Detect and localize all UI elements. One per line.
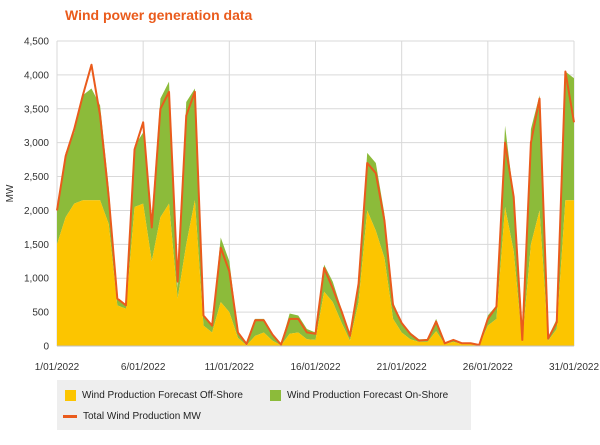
series-line — [56, 63, 575, 346]
legend-label-offshore: Wind Production Forecast Off-Shore — [82, 390, 243, 401]
legend-swatch-onshore — [270, 390, 281, 401]
y-tick-label: 3,000 — [24, 138, 49, 149]
legend-item-offshore: Wind Production Forecast Off-Shore — [65, 390, 243, 401]
y-tick-label: 1,500 — [24, 240, 49, 251]
legend-swatch-offshore — [65, 390, 76, 401]
y-tick-label: 4,500 — [24, 37, 49, 48]
series-areas — [57, 71, 574, 346]
x-tick-label: 26/01/2022 — [463, 362, 513, 373]
x-tick-label: 6/01/2022 — [121, 362, 166, 373]
legend-item-total: Total Wind Production MW — [63, 411, 201, 422]
axes: 0 500 1,000 1,500 2,000 2,500 3,000 3,500 4,000 4… — [24, 37, 599, 374]
y-tick-label: 2,000 — [24, 206, 49, 217]
x-tick-label: 16/01/2022 — [290, 362, 340, 373]
y-tick-label: 0 — [43, 342, 49, 353]
y-tick-label: 2,500 — [24, 172, 49, 183]
y-tick-label: 1,000 — [24, 274, 49, 285]
legend-swatch-total — [63, 415, 77, 418]
legend-label-total: Total Wind Production MW — [83, 411, 201, 422]
y-tick-label: 3,500 — [24, 104, 49, 115]
legend: Wind Production Forecast Off-Shore Wind … — [57, 380, 471, 430]
chart-title: Wind power generation data — [65, 7, 253, 23]
legend-item-onshore: Wind Production Forecast On-Shore — [270, 390, 448, 401]
line-total-production — [56, 63, 575, 346]
x-tick-label: 21/01/2022 — [377, 362, 427, 373]
x-tick-label: 1/01/2022 — [35, 362, 80, 373]
y-axis-label: MW — [5, 184, 16, 202]
area-onshore — [57, 71, 574, 346]
x-tick-label: 11/01/2022 — [205, 362, 255, 373]
y-tick-label: 500 — [32, 308, 49, 319]
y-tick-label: 4,000 — [24, 70, 49, 81]
legend-label-onshore: Wind Production Forecast On-Shore — [287, 390, 449, 401]
x-tick-label: 31/01/2022 — [549, 362, 599, 373]
area-offshore — [57, 200, 574, 346]
